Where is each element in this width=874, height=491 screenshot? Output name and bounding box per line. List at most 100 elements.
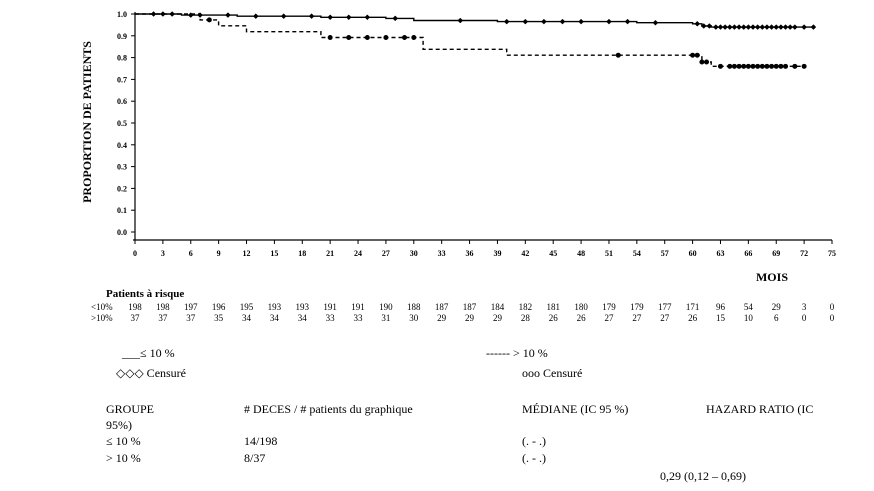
risk-count: 27 bbox=[660, 313, 670, 323]
censor-mark-le10 bbox=[559, 18, 566, 25]
table-row2-median: (. - .) bbox=[522, 451, 546, 465]
risk-count: 27 bbox=[604, 313, 614, 323]
censor-mark-le10 bbox=[750, 24, 756, 30]
censor-mark-gt10 bbox=[704, 59, 710, 65]
x-tick-label: 45 bbox=[549, 249, 557, 258]
y-tick-label: 0.5 bbox=[117, 119, 127, 128]
risk-count: 33 bbox=[353, 313, 363, 323]
legend-solid-label: ___≤ 10 % bbox=[122, 346, 175, 360]
censor-mark-le10 bbox=[700, 23, 707, 29]
risk-count: 37 bbox=[186, 313, 196, 323]
censor-mark-le10 bbox=[606, 18, 612, 25]
censor-mark-le10 bbox=[280, 13, 287, 20]
x-tick-label: 6 bbox=[189, 249, 193, 258]
censor-mark-le10 bbox=[392, 15, 399, 22]
censor-mark-le10 bbox=[759, 24, 766, 30]
risk-count: 180 bbox=[574, 302, 588, 312]
risk-count: 187 bbox=[434, 302, 449, 312]
x-axis-label: MOIS bbox=[756, 270, 788, 284]
censor-mark-gt10 bbox=[717, 63, 723, 69]
risk-count: 184 bbox=[490, 302, 505, 312]
x-tick-label: 12 bbox=[243, 249, 251, 258]
x-tick-label: 15 bbox=[270, 249, 278, 258]
risk-count: 3 bbox=[801, 302, 807, 312]
censor-mark-le10 bbox=[308, 13, 315, 20]
x-tick-label: 66 bbox=[744, 249, 752, 258]
survival-chart: 0.00.10.20.30.40.50.60.70.80.91.0 0 3 6 9 12… bbox=[80, 10, 836, 284]
censor-mark-gt10 bbox=[364, 35, 370, 41]
risk-count: 33 bbox=[325, 313, 335, 323]
censor-mark-gt10 bbox=[759, 63, 765, 69]
table-header-median: MÉDIANE (IC 95 %) bbox=[522, 402, 629, 416]
risk-count: 198 bbox=[128, 302, 142, 312]
chart-axes bbox=[133, 12, 832, 241]
censor-mark-le10 bbox=[225, 12, 231, 18]
survival-curves bbox=[135, 11, 817, 69]
table-header-group: GROUPE bbox=[106, 402, 155, 416]
y-tick-label: 0.9 bbox=[117, 32, 127, 41]
censor-mark-le10 bbox=[712, 24, 719, 30]
risk-count: 26 bbox=[688, 313, 698, 323]
risk-count: 179 bbox=[630, 302, 644, 312]
x-tick-label: 18 bbox=[298, 249, 306, 258]
censor-mark-gt10 bbox=[615, 52, 621, 58]
censor-mark-gt10 bbox=[727, 63, 733, 69]
x-ticks: 0 3 6 9 12 15 18 21 24 27 30 33 36 39 42 45 48 51 54 57 60 63… bbox=[133, 240, 836, 258]
risk-count: 15 bbox=[715, 313, 725, 323]
table-header-hazard: HAZARD RATIO (IC bbox=[706, 402, 814, 416]
risk-count: 187 bbox=[462, 302, 477, 312]
risk-count: 191 bbox=[351, 302, 365, 312]
censor-mark-le10 bbox=[578, 18, 584, 25]
risk-row2-label: >10% bbox=[91, 313, 113, 323]
censor-mark-gt10 bbox=[346, 35, 352, 41]
x-tick-label: 27 bbox=[382, 249, 390, 258]
censor-mark-gt10 bbox=[764, 63, 770, 69]
censor-mark-gt10 bbox=[745, 63, 751, 69]
risk-count: 197 bbox=[184, 302, 198, 312]
censor-mark-le10 bbox=[731, 24, 738, 30]
censor-mark-le10 bbox=[457, 17, 464, 24]
y-tick-label: 0.4 bbox=[117, 141, 127, 150]
x-tick-label: 21 bbox=[326, 249, 334, 258]
y-ticks: 0.0 0.1 0.2 0.3 0.4 0.5 0.6 0.7 0.8 0.9 1.0 bbox=[117, 10, 135, 237]
censor-mark-le10 bbox=[791, 24, 798, 30]
y-tick-label: 0.8 bbox=[117, 54, 127, 63]
censor-mark-gt10 bbox=[327, 35, 333, 41]
censor-mark-gt10 bbox=[699, 59, 705, 65]
censor-mark-gt10 bbox=[773, 63, 779, 69]
risk-count: 6 bbox=[773, 313, 779, 323]
censor-mark-le10 bbox=[503, 18, 510, 25]
x-tick-label: 24 bbox=[354, 249, 362, 258]
censor-mark-gt10 bbox=[778, 63, 784, 69]
y-tick-label: 1.0 bbox=[117, 10, 127, 19]
x-tick-label: 72 bbox=[800, 249, 808, 258]
risk-count: 177 bbox=[657, 302, 672, 312]
y-tick-label: 0.0 bbox=[117, 228, 127, 237]
y-tick-label: 0.3 bbox=[117, 163, 127, 172]
table-row1-group: ≤ 10 % bbox=[106, 434, 141, 448]
censor-mark-gt10 bbox=[801, 63, 807, 69]
risk-count: 171 bbox=[685, 302, 700, 312]
risk-count: 30 bbox=[409, 313, 419, 323]
table-header-deaths: # DECES / # patients du graphique bbox=[244, 402, 413, 416]
risk-count: 181 bbox=[546, 302, 560, 312]
x-tick-label: 3 bbox=[161, 249, 165, 258]
risk-count: 0 bbox=[829, 313, 835, 323]
risk-count: 0 bbox=[829, 302, 835, 312]
x-tick-label: 9 bbox=[217, 249, 221, 258]
censor-mark-le10 bbox=[252, 13, 259, 20]
censor-mark-le10 bbox=[754, 24, 761, 30]
risk-count: 34 bbox=[297, 313, 307, 323]
risk-count: 10 bbox=[743, 313, 753, 323]
x-tick-label: 75 bbox=[828, 249, 836, 258]
x-tick-label: 30 bbox=[410, 249, 418, 258]
censor-mark-gt10 bbox=[755, 63, 761, 69]
x-tick-label: 54 bbox=[633, 249, 641, 258]
risk-count: 0 bbox=[801, 313, 807, 323]
censor-mark-le10 bbox=[694, 20, 701, 27]
censor-mark-le10 bbox=[652, 19, 659, 26]
risk-count: 28 bbox=[520, 313, 530, 323]
censor-mark-le10 bbox=[773, 24, 780, 30]
censor-mark-le10 bbox=[801, 24, 807, 30]
x-tick-label: 33 bbox=[438, 249, 446, 258]
